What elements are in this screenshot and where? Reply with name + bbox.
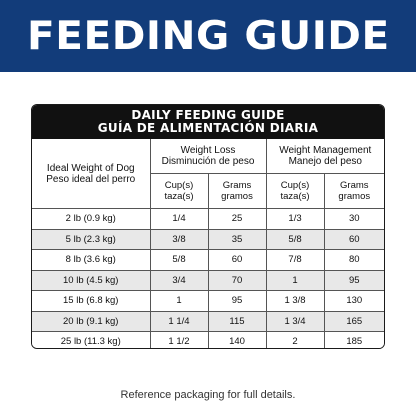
mgmt-cups-cell: 1/3 bbox=[265, 208, 325, 229]
mgmt-cups-cell: 5/8 bbox=[265, 228, 325, 250]
loss-cups-header: Cup(s) taza(s) bbox=[149, 173, 208, 209]
table-title: DAILY FEEDING GUIDE GUÍA DE ALIMENTACIÓN… bbox=[32, 105, 384, 139]
table-title-es: GUÍA DE ALIMENTACIÓN DIARIA bbox=[97, 121, 319, 135]
mgmt-grams-cell: 60 bbox=[323, 228, 384, 250]
weight-cell: 8 lb (3.6 kg) bbox=[32, 249, 150, 270]
loss-grams-header: Grams gramos bbox=[207, 173, 267, 209]
loss-grams-cell: 140 bbox=[207, 331, 267, 348]
loss-cups-cell: 1 1/4 bbox=[149, 310, 208, 332]
table-title-en: DAILY FEEDING GUIDE bbox=[131, 108, 285, 122]
weight-cell: 20 lb (9.1 kg) bbox=[32, 310, 150, 332]
mgmt-grams-cell: 185 bbox=[323, 331, 384, 348]
table-row: 8 lb (3.6 kg) 5/8 60 7/8 80 bbox=[32, 249, 384, 270]
table-row: 5 lb (2.3 kg) 3/8 35 5/8 60 bbox=[32, 228, 384, 250]
loss-cups-cell: 5/8 bbox=[149, 249, 208, 270]
mgmt-grams-cell: 30 bbox=[323, 208, 384, 229]
weight-cell: 10 lb (4.5 kg) bbox=[32, 269, 150, 291]
weight-cell: 15 lb (6.8 kg) bbox=[32, 290, 150, 311]
mgmt-cups-header: Cup(s) taza(s) bbox=[265, 173, 325, 209]
mgmt-grams-cell: 130 bbox=[323, 290, 384, 311]
mgmt-grams-cell: 80 bbox=[323, 249, 384, 270]
footer-note: Reference packaging for full details. bbox=[120, 389, 296, 401]
mgmt-cups-cell: 1 3/8 bbox=[265, 290, 325, 311]
loss-cups-cell: 1 bbox=[149, 290, 208, 311]
weight-column-header: Ideal Weight of Dog Peso ideal del perro bbox=[32, 139, 150, 209]
header-banner: FEEDING GUIDE bbox=[0, 0, 416, 72]
mgmt-cups-cell: 1 bbox=[265, 269, 325, 291]
feeding-table: Ideal Weight of Dog Peso ideal del perro… bbox=[32, 139, 384, 348]
table-row: 10 lb (4.5 kg) 3/4 70 1 95 bbox=[32, 269, 384, 291]
page-title: FEEDING GUIDE bbox=[26, 13, 390, 59]
loss-grams-cell: 70 bbox=[207, 269, 267, 291]
weight-loss-header: Weight Loss Disminución de peso bbox=[149, 139, 267, 174]
mgmt-cups-cell: 7/8 bbox=[265, 249, 325, 270]
loss-cups-cell: 1/4 bbox=[149, 208, 208, 229]
loss-cups-cell: 1 1/2 bbox=[149, 331, 208, 348]
loss-cups-cell: 3/8 bbox=[149, 228, 208, 250]
loss-cups-cell: 3/4 bbox=[149, 269, 208, 291]
table-row: 2 lb (0.9 kg) 1/4 25 1/3 30 bbox=[32, 208, 384, 229]
weight-cell: 2 lb (0.9 kg) bbox=[32, 208, 150, 229]
mgmt-cups-cell: 2 bbox=[265, 331, 325, 348]
mgmt-grams-cell: 95 bbox=[323, 269, 384, 291]
loss-grams-cell: 115 bbox=[207, 310, 267, 332]
table-row: 25 lb (11.3 kg) 1 1/2 140 2 185 bbox=[32, 331, 384, 348]
mgmt-grams-cell: 165 bbox=[323, 310, 384, 332]
table-row: 15 lb (6.8 kg) 1 95 1 3/8 130 bbox=[32, 290, 384, 311]
weight-cell: 25 lb (11.3 kg) bbox=[32, 331, 150, 348]
table-row: 20 lb (9.1 kg) 1 1/4 115 1 3/4 165 bbox=[32, 310, 384, 332]
weight-cell: 5 lb (2.3 kg) bbox=[32, 228, 150, 250]
loss-grams-cell: 25 bbox=[207, 208, 267, 229]
feeding-guide-table-card: DAILY FEEDING GUIDE GUÍA DE ALIMENTACIÓN… bbox=[31, 104, 385, 349]
loss-grams-cell: 60 bbox=[207, 249, 267, 270]
weight-management-header: Weight Management Manejo del peso bbox=[265, 139, 384, 174]
mgmt-grams-header: Grams gramos bbox=[323, 173, 384, 209]
mgmt-cups-cell: 1 3/4 bbox=[265, 310, 325, 332]
loss-grams-cell: 95 bbox=[207, 290, 267, 311]
loss-grams-cell: 35 bbox=[207, 228, 267, 250]
